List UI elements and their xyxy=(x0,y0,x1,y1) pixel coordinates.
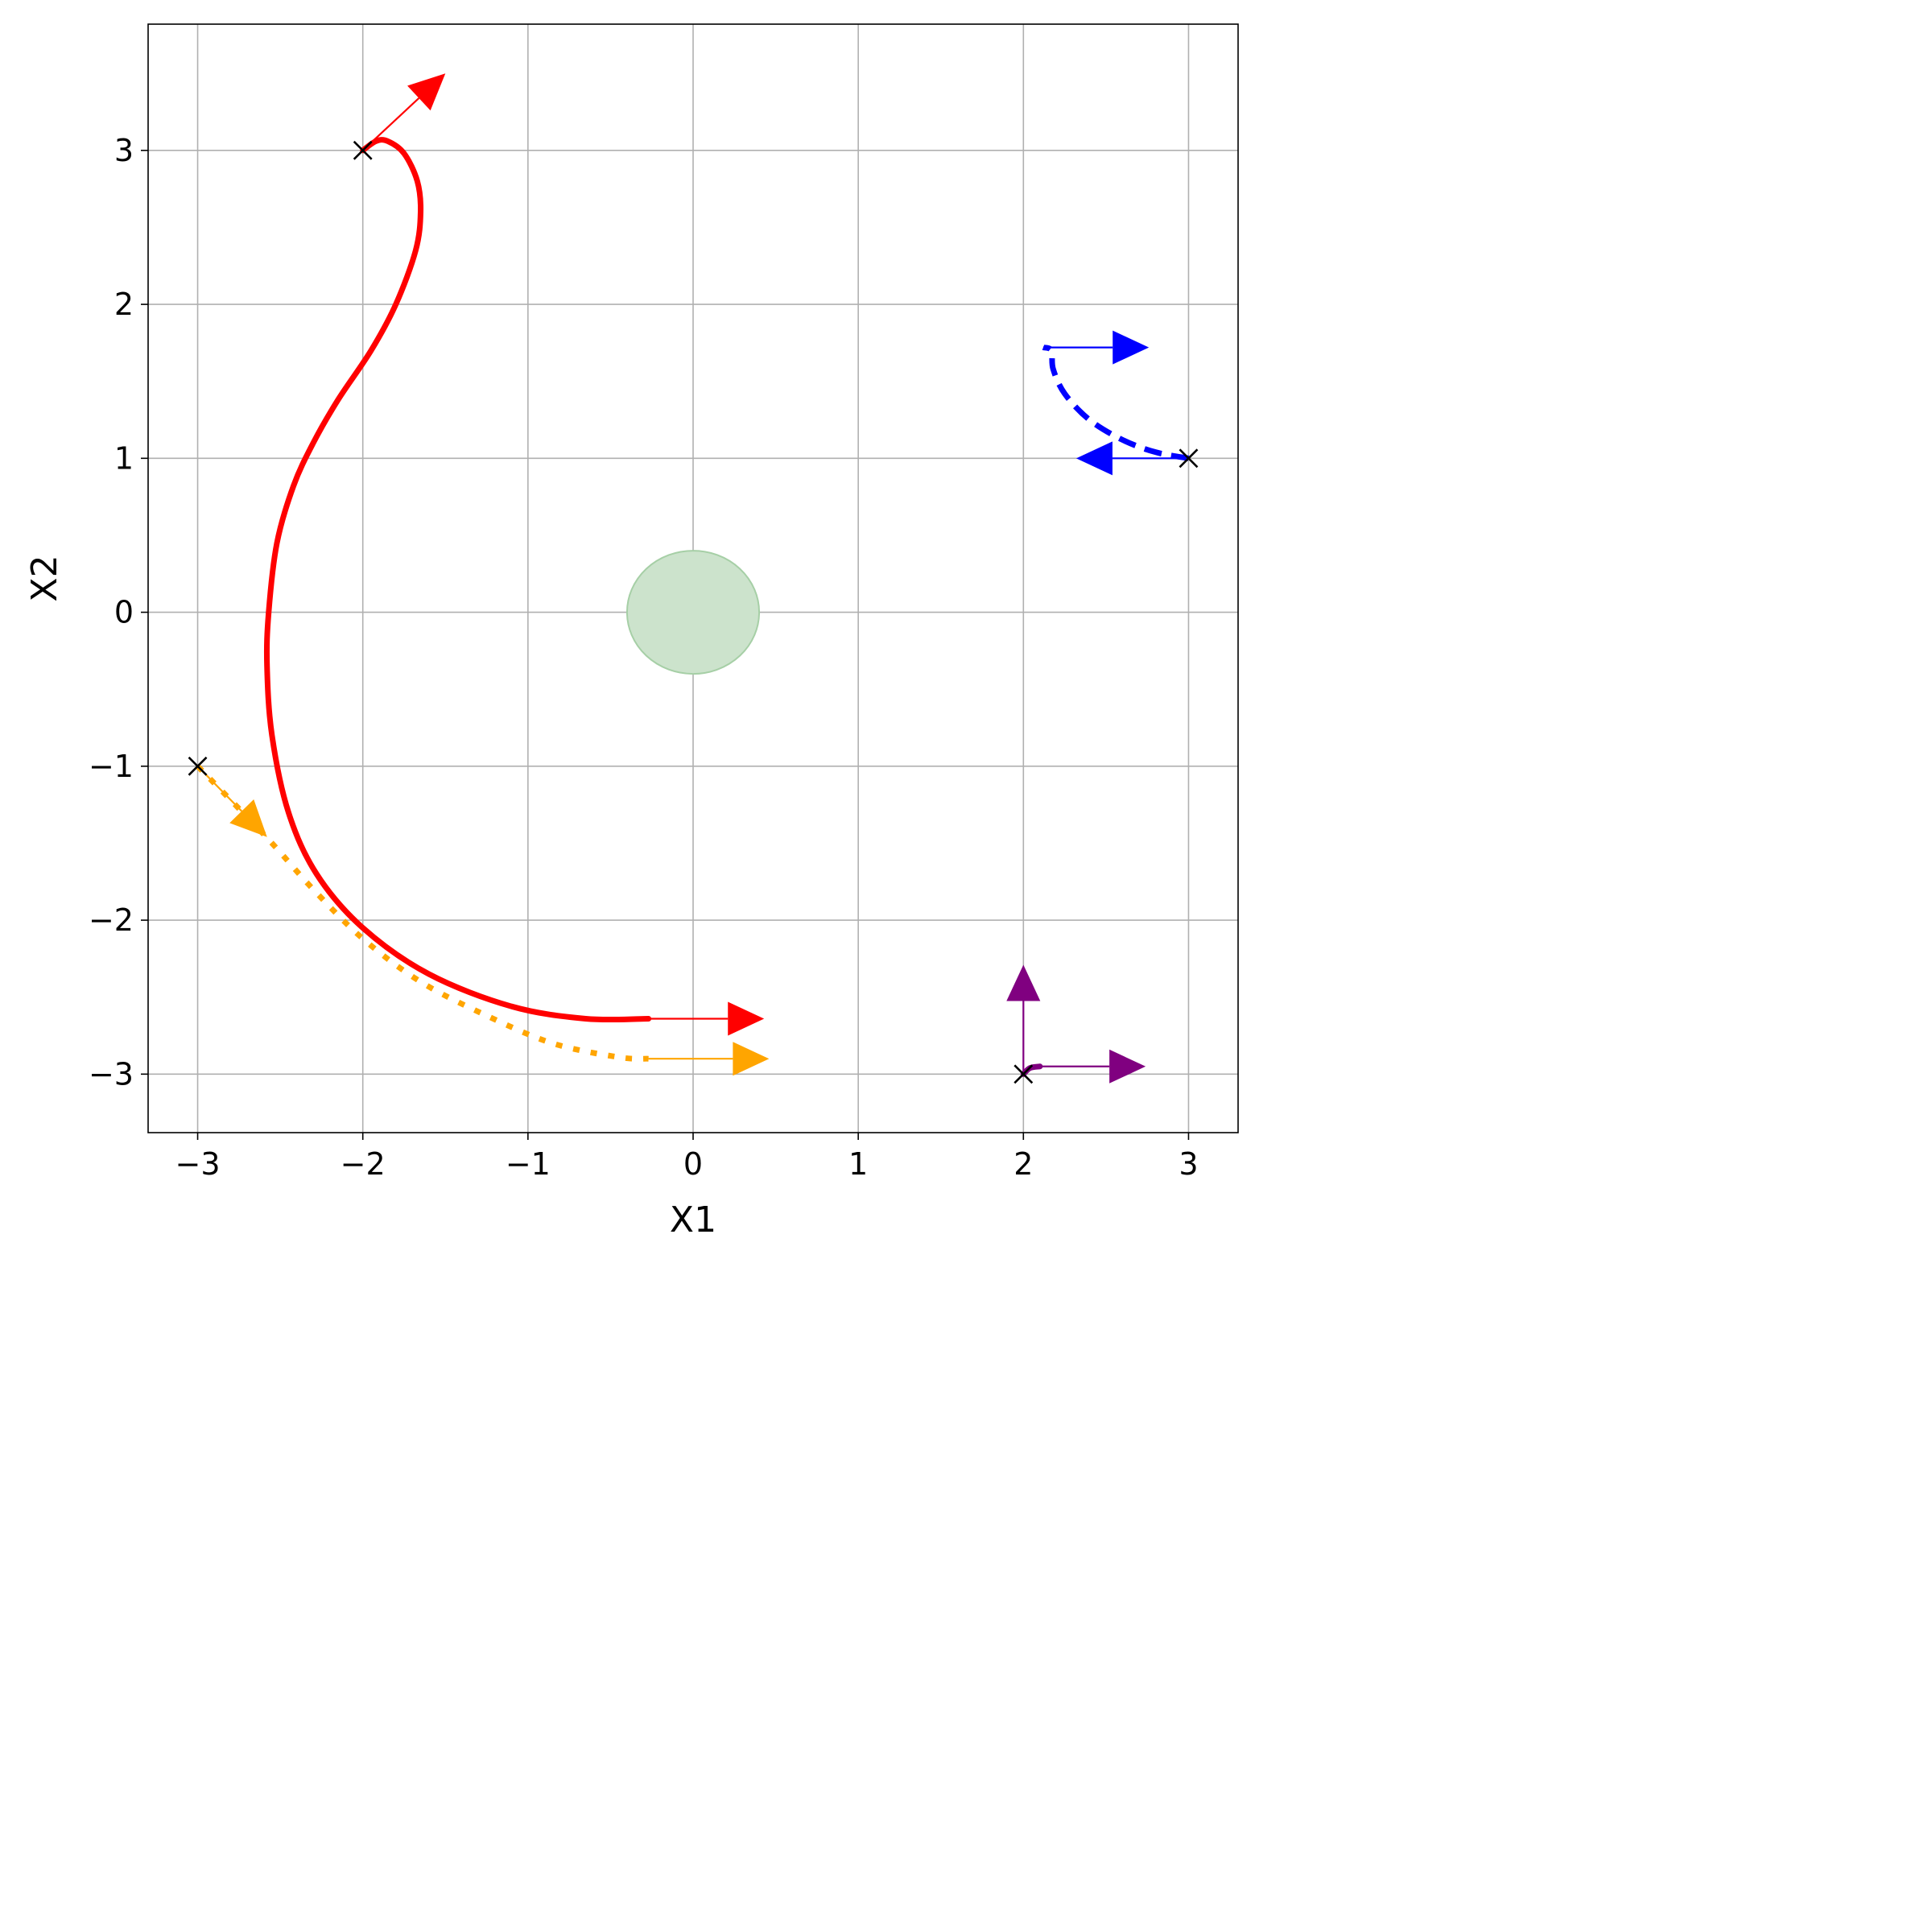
y-tick-label: −2 xyxy=(89,902,134,938)
y-tick-label: 1 xyxy=(114,440,134,476)
x-tick-label: 1 xyxy=(848,1146,868,1182)
tick-layer: −3 −2 −1 0 1 2 3 −3 −2 −1 0 1 2 3 xyxy=(89,133,1199,1182)
x-tick-label: 3 xyxy=(1179,1146,1198,1182)
trajectory-line xyxy=(263,137,652,1023)
start-x-marker xyxy=(1179,448,1199,469)
series-0 xyxy=(263,73,765,1036)
series-1 xyxy=(188,756,770,1076)
start-x-marker xyxy=(1013,1064,1034,1084)
direction-arrow-head xyxy=(733,1042,770,1076)
x-tick-label: 0 xyxy=(683,1146,703,1182)
y-tick-label: −1 xyxy=(89,749,134,784)
obstacle-circle xyxy=(625,550,761,675)
start-x-marker xyxy=(188,756,208,776)
direction-arrow-head xyxy=(229,799,267,837)
direction-arrow-head xyxy=(728,1001,765,1036)
series-2 xyxy=(1042,330,1199,476)
x-tick-label: −3 xyxy=(175,1146,221,1182)
y-tick-label: 2 xyxy=(114,287,134,322)
obstacle-layer xyxy=(625,550,761,675)
direction-arrow-head xyxy=(1075,441,1113,476)
start-x-marker xyxy=(353,140,373,160)
y-axis-title: X2 xyxy=(24,555,65,601)
trajectory-line xyxy=(1042,345,1190,461)
x-axis-title: X1 xyxy=(670,1199,716,1241)
x-tick-label: −2 xyxy=(341,1146,386,1182)
x-tick-label: 2 xyxy=(1013,1146,1033,1182)
direction-arrow-head xyxy=(1006,964,1041,1001)
series-3 xyxy=(1006,964,1146,1084)
y-tick-label: 3 xyxy=(114,133,134,168)
chart: −3 −2 −1 0 1 2 3 −3 −2 −1 0 1 2 3 X1 X2 xyxy=(0,0,1260,1260)
direction-arrow-head xyxy=(407,73,446,111)
x-tick-label: −1 xyxy=(506,1146,551,1182)
direction-arrow-head xyxy=(1109,1049,1146,1084)
direction-arrow-head xyxy=(1113,330,1150,365)
y-tick-label: −3 xyxy=(89,1056,134,1092)
y-tick-label: 0 xyxy=(114,595,134,630)
series-layer xyxy=(188,73,1199,1084)
direction-arrow-shaft xyxy=(361,97,420,151)
